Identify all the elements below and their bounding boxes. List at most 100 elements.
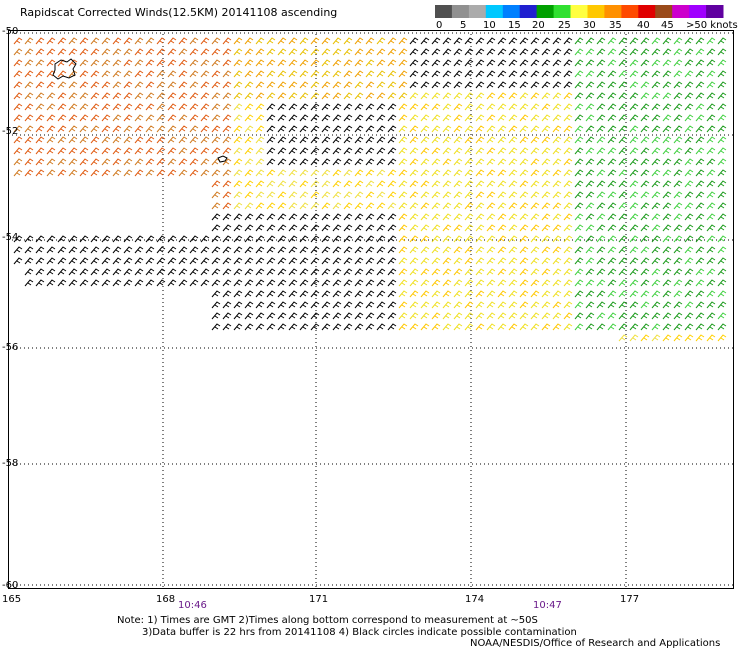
wind-barb (178, 235, 188, 243)
wind-barb (398, 202, 408, 210)
wind-barb (453, 301, 463, 309)
wind-barb (145, 70, 155, 78)
wind-barb (629, 257, 639, 265)
wind-barb (354, 257, 364, 265)
wind-barb (387, 92, 397, 100)
wind-barb (123, 257, 133, 265)
wind-barb (354, 147, 364, 155)
wind-barb (541, 114, 551, 122)
wind-barb (706, 334, 716, 342)
wind-barb (90, 37, 100, 45)
wind-barb (266, 92, 276, 100)
wind-barb (585, 136, 595, 144)
lat-label-56: -56 (2, 342, 19, 353)
wind-barb (13, 246, 23, 254)
wind-barb (640, 213, 650, 221)
wind-barb (431, 169, 441, 177)
wind-barb (244, 92, 254, 100)
wind-barb (486, 224, 496, 232)
wind-barb (563, 180, 573, 188)
wind-barb (321, 59, 331, 67)
wind-barb (310, 92, 320, 100)
wind-barb (57, 235, 67, 243)
wind-barb (387, 257, 397, 265)
wind-barb (486, 92, 496, 100)
wind-barb (134, 169, 144, 177)
wind-barb (24, 279, 34, 287)
wind-barb (662, 114, 672, 122)
wind-barb (123, 114, 133, 122)
wind-barb (277, 92, 287, 100)
wind-barb (552, 268, 562, 276)
wind-barb (618, 114, 628, 122)
wind-barb (574, 48, 584, 56)
wind-barb (519, 48, 529, 56)
wind-barb (398, 136, 408, 144)
wind-barb (79, 158, 89, 166)
wind-barb (156, 169, 166, 177)
wind-barb (244, 246, 254, 254)
wind-barb (13, 235, 23, 243)
wind-barb (552, 323, 562, 331)
wind-barb (673, 235, 683, 243)
wind-barb (475, 290, 485, 298)
wind-barb (321, 235, 331, 243)
wind-barb (607, 147, 617, 155)
wind-barb (343, 257, 353, 265)
wind-barb (673, 136, 683, 144)
wind-barb (376, 125, 386, 133)
wind-barb (409, 37, 419, 45)
wind-barb (464, 246, 474, 254)
legend-swatch (485, 5, 504, 18)
wind-barb (332, 158, 342, 166)
wind-barb (651, 290, 661, 298)
wind-barb (79, 279, 89, 287)
wind-barb (684, 268, 694, 276)
wind-barb (266, 268, 276, 276)
lat-label-50: -50 (2, 26, 19, 37)
wind-barb (79, 37, 89, 45)
wind-barb (112, 257, 122, 265)
wind-barb (343, 279, 353, 287)
wind-barb (354, 59, 364, 67)
wind-barb (354, 70, 364, 78)
wind-barb (442, 246, 452, 254)
wind-barb (420, 81, 430, 89)
wind-barb (277, 290, 287, 298)
wind-barb (453, 202, 463, 210)
wind-barb (486, 257, 496, 265)
wind-barb (332, 323, 342, 331)
wind-barb (695, 114, 705, 122)
wind-barb (277, 158, 287, 166)
wind-barb (365, 323, 375, 331)
wind-barb (189, 59, 199, 67)
wind-barb (145, 59, 155, 67)
wind-barb (266, 246, 276, 254)
wind-barb (497, 246, 507, 254)
wind-barb (266, 290, 276, 298)
note-line-2: 3)Data buffer is 22 hrs from 20141108 4)… (142, 627, 577, 638)
wind-barb (673, 158, 683, 166)
wind-barb (222, 103, 232, 111)
wind-barb (629, 323, 639, 331)
wind-barb (409, 136, 419, 144)
wind-barb (684, 70, 694, 78)
wind-barb (541, 158, 551, 166)
wind-barb (596, 301, 606, 309)
wind-barb (266, 191, 276, 199)
wind-barb (343, 59, 353, 67)
wind-barb (288, 213, 298, 221)
wind-barb (211, 136, 221, 144)
wind-barb (398, 114, 408, 122)
wind-barb (211, 202, 221, 210)
wind-barb (442, 279, 452, 287)
wind-barb (354, 268, 364, 276)
wind-barb (662, 180, 672, 188)
legend-swatch (604, 5, 622, 18)
wind-barb (475, 257, 485, 265)
wind-barb (156, 235, 166, 243)
wind-barb (420, 312, 430, 320)
wind-barb (596, 268, 606, 276)
wind-barb (24, 81, 34, 89)
wind-barb (695, 235, 705, 243)
